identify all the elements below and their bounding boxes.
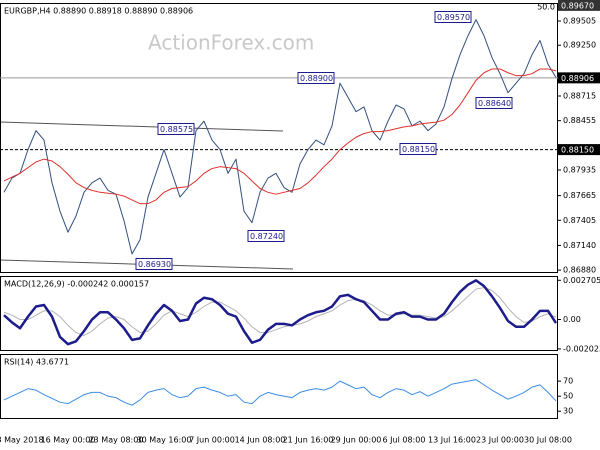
annotation-box bbox=[434, 11, 472, 23]
panel bbox=[0, 354, 558, 419]
annotation-box bbox=[297, 72, 335, 84]
x-tick-label: 21 Jun 16:00 bbox=[283, 436, 334, 445]
annotation: 0.88575 bbox=[160, 125, 193, 134]
annotation: 0.86930 bbox=[138, 260, 171, 269]
corner-text: 50.0 bbox=[537, 3, 555, 12]
y-tick-label: 0.86880 bbox=[563, 266, 596, 275]
y-tick-label: 0.00 bbox=[563, 315, 581, 324]
annotation: 0.87240 bbox=[250, 232, 283, 241]
y-tick-label: 0.89505 bbox=[563, 17, 596, 26]
annotation-box bbox=[157, 123, 195, 135]
y-tick-label: 0.88715 bbox=[563, 91, 596, 100]
x-tick-label: 29 Jun 00:00 bbox=[331, 436, 382, 445]
y-tick-label: 0.002705 bbox=[563, 276, 600, 285]
y-tick-label: 0.88455 bbox=[563, 116, 596, 125]
x-tick-label: 6 Jul 08:00 bbox=[383, 436, 426, 445]
x-tick-label: 8 May 2018 bbox=[0, 436, 44, 445]
x-tick-label: 23 May 08:00 bbox=[89, 436, 144, 445]
y-tick-label: 0.87665 bbox=[563, 191, 596, 200]
panel-title: MACD(12,26,9) -0.000242 0.000157 bbox=[4, 280, 149, 289]
panel-title: EURGBP,H4 0.88890 0.88918 0.88890 0.8890… bbox=[4, 7, 193, 16]
price-label-box bbox=[558, 144, 600, 156]
series-line bbox=[3, 279, 558, 346]
series-line bbox=[3, 68, 557, 205]
annotation: 0.88150 bbox=[402, 145, 435, 154]
panel-title: RSI(14) 43.6771 bbox=[4, 358, 69, 367]
panel bbox=[0, 276, 558, 351]
annotation-box bbox=[247, 230, 285, 242]
y-tick-label: 0.89250 bbox=[563, 41, 596, 50]
x-tick-label: 7 Jun 00:00 bbox=[189, 436, 235, 445]
y-tick-label: -0.002023 bbox=[563, 344, 600, 353]
series-line bbox=[3, 287, 557, 336]
annotation-box bbox=[399, 143, 437, 155]
price-label: 0.88150 bbox=[561, 146, 594, 155]
x-tick-label: 30 Jul 08:00 bbox=[524, 436, 572, 445]
y-tick-label: 50 bbox=[563, 392, 573, 401]
annotation-box bbox=[475, 97, 513, 109]
x-tick-label: 23 Jul 00:00 bbox=[476, 436, 524, 445]
annotation-box bbox=[135, 258, 173, 270]
price-label-box bbox=[558, 0, 600, 11]
price-label: 0.88906 bbox=[561, 74, 594, 83]
annotation: 0.88900 bbox=[300, 74, 333, 83]
panel bbox=[0, 3, 558, 273]
annotation: 0.89570 bbox=[437, 13, 470, 22]
y-tick-label: 0.87140 bbox=[563, 241, 596, 250]
annotation: 0.88640 bbox=[478, 99, 511, 108]
y-tick-label: 30 bbox=[563, 407, 573, 416]
series-line bbox=[3, 379, 557, 406]
y-tick-label: 0.87405 bbox=[563, 216, 596, 225]
x-tick-label: 16 May 00:00 bbox=[41, 436, 96, 445]
price-label: 0.89670 bbox=[561, 1, 594, 10]
x-tick-label: 14 Jun 08:00 bbox=[235, 436, 286, 445]
x-tick-label: 30 May 16:00 bbox=[137, 436, 192, 445]
trend-line bbox=[0, 121, 284, 132]
y-tick-label: 0.87935 bbox=[563, 165, 596, 174]
watermark: ActionForex.com bbox=[148, 31, 314, 55]
series-line bbox=[3, 19, 557, 255]
price-label-box bbox=[558, 72, 600, 84]
x-tick-label: 13 Jul 16:00 bbox=[428, 436, 476, 445]
y-tick-label: 70 bbox=[563, 377, 573, 386]
